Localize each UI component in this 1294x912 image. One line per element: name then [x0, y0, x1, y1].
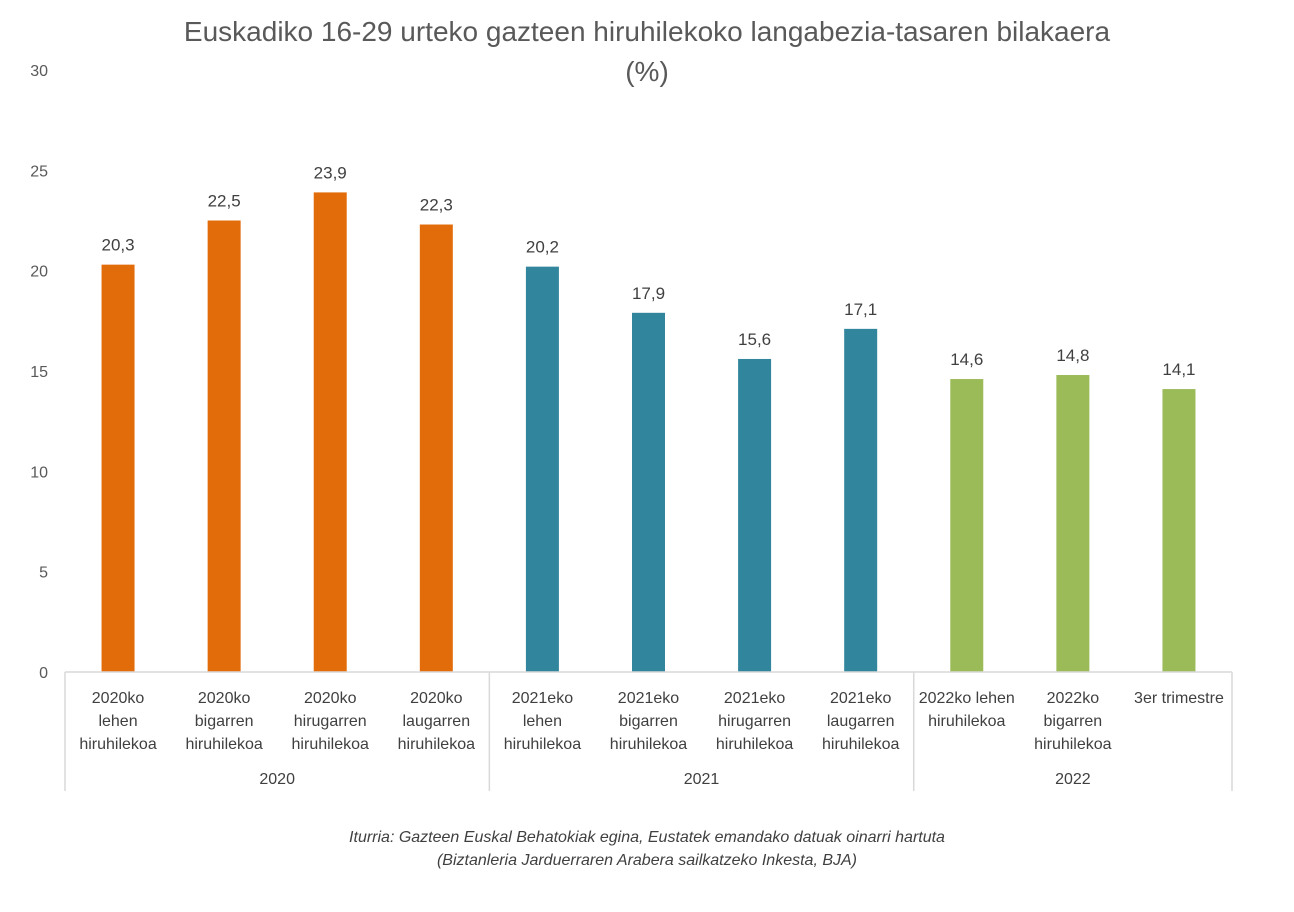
- x-tick-label: 2021eko hirugarren hiruhilekoa: [716, 690, 793, 753]
- y-tick-label: 10: [30, 464, 48, 481]
- group-label: 2021: [684, 771, 720, 788]
- x-tick-label: 3er trimestre: [1134, 690, 1224, 707]
- data-label: 20,3: [101, 236, 134, 255]
- x-tick-label: 2022ko bigarren hiruhilekoa: [1034, 690, 1111, 753]
- bar: [1056, 375, 1090, 672]
- bar: [1162, 389, 1196, 672]
- bar: [632, 312, 665, 672]
- y-tick-label: 5: [39, 565, 48, 582]
- chart-title-line-2: (%): [625, 56, 669, 87]
- bar: [738, 358, 772, 672]
- data-label: 22,5: [208, 192, 241, 211]
- value-labels: 20,3 22,5 23,9 22,3 20,2 17,9 15,6 17,1 14,6 14,8…: [101, 163, 1195, 379]
- x-tick-label: 2020ko hirugarren hiruhilekoa: [292, 690, 369, 753]
- source-line-1: Iturria: Gazteen Euskal Behatokiak egina…: [349, 829, 945, 846]
- bar: [313, 192, 347, 672]
- data-label: 14,1: [1162, 360, 1195, 379]
- x-axis: 2020 2021 2022 2020ko lehen hiruhilekoa 2020ko…: [64, 671, 1233, 791]
- data-label: 22,3: [420, 196, 453, 215]
- data-label: 17,1: [844, 300, 877, 319]
- y-tick-label: 0: [39, 665, 48, 682]
- bar: [844, 328, 878, 672]
- data-label: 15,6: [738, 330, 771, 349]
- chart-title-line-1: Euskadiko 16-29 urteko gazteen hiruhilek…: [183, 16, 1111, 47]
- y-tick-label: 20: [30, 264, 48, 281]
- y-tick-label: 15: [30, 364, 48, 381]
- data-label: 14,6: [950, 350, 983, 369]
- data-label: 20,2: [526, 238, 559, 257]
- bar: [525, 266, 559, 672]
- x-tick-label: 2021eko lehen hiruhilekoa: [504, 690, 581, 753]
- bar: [419, 224, 453, 672]
- x-tick-label: 2021eko laugarren hiruhilekoa: [822, 690, 899, 753]
- data-label: 14,8: [1056, 346, 1089, 365]
- x-tick-label: 2020ko laugarren hiruhilekoa: [398, 690, 475, 753]
- data-label: 17,9: [632, 284, 665, 303]
- y-axis: 0 5 10 15 20 25 30: [30, 63, 48, 682]
- x-tick-label: 2022ko lehen hiruhilekoa: [919, 690, 1015, 730]
- y-tick-label: 30: [30, 63, 48, 80]
- x-tick-label: 2021eko bigarren hiruhilekoa: [610, 690, 687, 753]
- group-label: 2022: [1055, 771, 1091, 788]
- source-note: Iturria: Gazteen Euskal Behatokiak egina…: [0, 826, 1294, 872]
- bars: [101, 192, 1196, 672]
- bar: [207, 220, 241, 672]
- group-label: 2020: [259, 771, 295, 788]
- source-line-2: (Biztanleria Jarduerraren Arabera sailka…: [436, 852, 858, 869]
- x-tick-label: 2020ko lehen hiruhilekoa: [79, 690, 156, 753]
- chart-title: Euskadiko 16-29 urteko gazteen hiruhilek…: [0, 12, 1294, 92]
- data-label: 23,9: [314, 163, 347, 182]
- bar: [101, 264, 135, 672]
- x-tick-label: 2020ko bigarren hiruhilekoa: [185, 690, 262, 753]
- y-tick-label: 25: [30, 163, 48, 180]
- bar: [950, 379, 984, 672]
